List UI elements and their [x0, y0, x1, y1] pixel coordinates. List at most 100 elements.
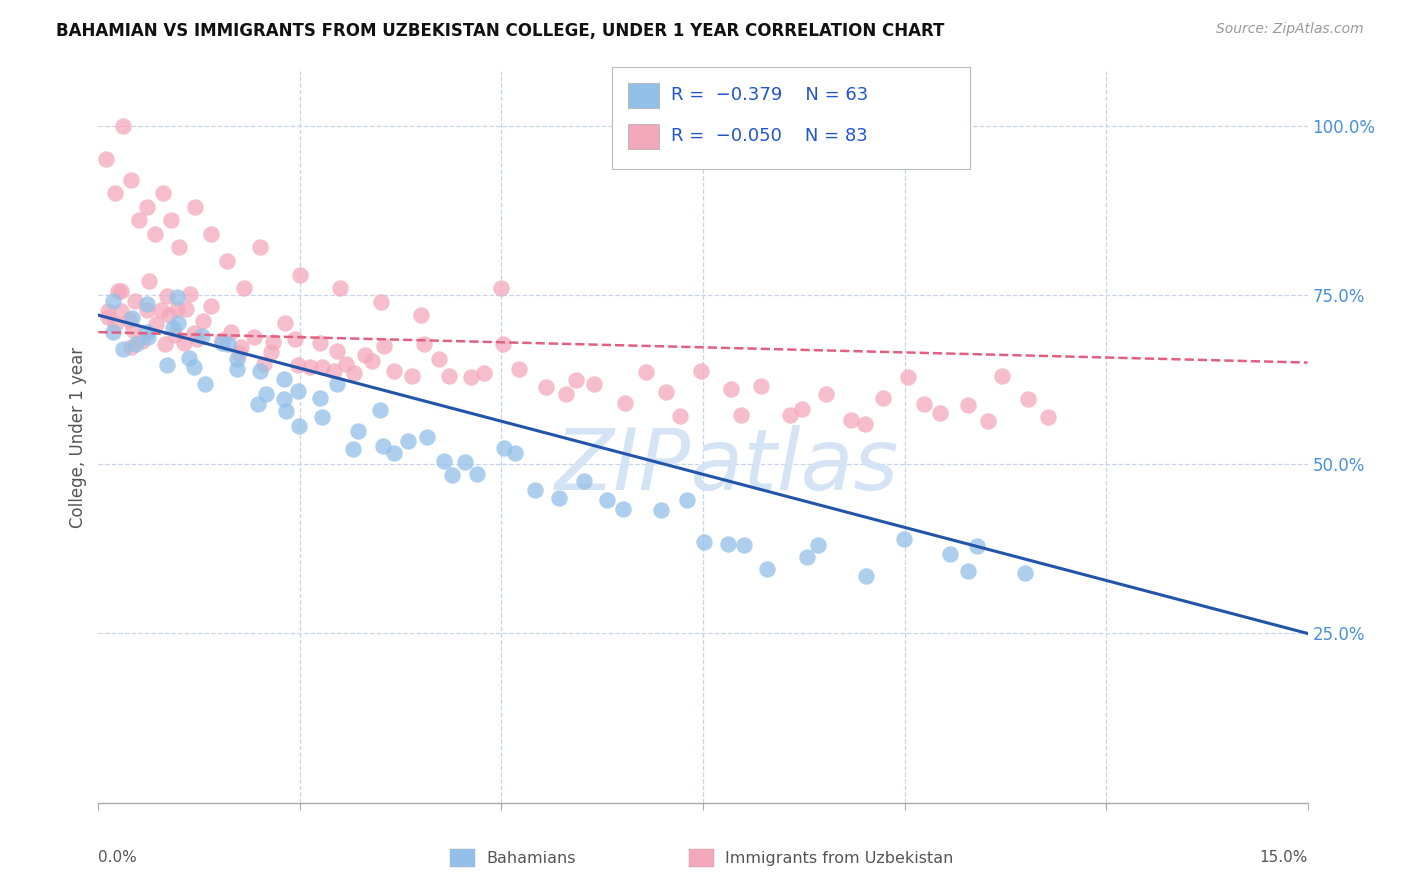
Point — [153, 337, 176, 351]
Point — [956, 398, 979, 412]
Point — [503, 445, 526, 459]
Point — [174, 302, 197, 317]
Point — [346, 424, 368, 438]
Point — [370, 294, 392, 309]
Point — [582, 377, 605, 392]
Point — [572, 475, 595, 489]
Point — [110, 284, 132, 298]
Point — [97, 304, 120, 318]
Point — [149, 303, 172, 318]
Point — [491, 281, 513, 295]
Point — [186, 332, 208, 346]
Point — [184, 200, 207, 214]
Point — [143, 227, 166, 241]
Point — [167, 316, 190, 330]
Text: Immigrants from Uzbekistan: Immigrants from Uzbekistan — [725, 851, 953, 865]
Point — [97, 310, 120, 324]
Point — [433, 454, 456, 468]
Point — [219, 325, 242, 339]
Point — [229, 339, 252, 353]
Point — [650, 502, 672, 516]
Point — [136, 303, 159, 318]
Point — [440, 467, 463, 482]
Point — [733, 538, 755, 552]
Point — [287, 359, 309, 373]
Point — [308, 336, 330, 351]
Point — [193, 314, 215, 328]
Text: R =  −0.379    N = 63: R = −0.379 N = 63 — [671, 87, 868, 104]
Point — [156, 358, 179, 372]
Point — [166, 290, 188, 304]
Point — [120, 340, 142, 354]
Point — [335, 357, 357, 371]
Point — [839, 413, 862, 427]
Point — [284, 332, 307, 346]
Point — [675, 493, 697, 508]
Point — [368, 402, 391, 417]
Point — [749, 379, 772, 393]
Point — [162, 321, 184, 335]
Point — [111, 119, 134, 133]
Point — [135, 297, 157, 311]
Point — [354, 348, 377, 362]
Point — [118, 313, 141, 327]
Point — [409, 308, 432, 322]
Point — [693, 535, 716, 549]
Point — [427, 352, 450, 367]
Point — [145, 317, 167, 331]
Point — [382, 364, 405, 378]
Point — [1038, 410, 1060, 425]
Point — [872, 391, 894, 405]
Text: Bahamians: Bahamians — [486, 851, 576, 865]
Point — [555, 387, 578, 401]
Point — [326, 376, 349, 391]
Point — [200, 227, 222, 241]
Point — [311, 409, 333, 424]
Point — [465, 467, 488, 481]
Point — [437, 369, 460, 384]
Point — [311, 360, 333, 375]
Point — [689, 364, 711, 378]
Point — [211, 336, 233, 351]
Point — [232, 281, 254, 295]
Point — [323, 364, 346, 378]
Point — [252, 358, 274, 372]
Point — [217, 254, 239, 268]
Text: Source: ZipAtlas.com: Source: ZipAtlas.com — [1216, 22, 1364, 37]
Point — [855, 568, 877, 582]
Point — [534, 380, 557, 394]
Point — [413, 337, 436, 351]
Text: BAHAMIAN VS IMMIGRANTS FROM UZBEKISTAN COLLEGE, UNDER 1 YEAR CORRELATION CHART: BAHAMIAN VS IMMIGRANTS FROM UZBEKISTAN C… — [56, 22, 945, 40]
Point — [217, 336, 239, 351]
Point — [396, 434, 419, 448]
Point — [101, 325, 124, 339]
Point — [103, 294, 125, 309]
Point — [342, 442, 364, 457]
Point — [343, 366, 366, 380]
Point — [492, 337, 515, 351]
Point — [194, 377, 217, 392]
Point — [183, 359, 205, 374]
Text: 0.0%: 0.0% — [98, 850, 138, 865]
Point — [226, 352, 249, 367]
Point — [157, 308, 180, 322]
Point — [309, 391, 332, 405]
Point — [274, 404, 297, 418]
Point — [288, 418, 311, 433]
Point — [1014, 566, 1036, 580]
Point — [853, 417, 876, 432]
Point — [382, 446, 405, 460]
Point — [730, 408, 752, 422]
Point — [779, 408, 801, 422]
Point — [138, 274, 160, 288]
Point — [373, 339, 395, 353]
Point — [453, 455, 475, 469]
Text: 15.0%: 15.0% — [1260, 850, 1308, 865]
Point — [460, 370, 482, 384]
Point — [326, 343, 349, 358]
Point — [111, 343, 134, 357]
Point — [976, 414, 998, 428]
Point — [897, 369, 920, 384]
Point — [273, 392, 295, 407]
Point — [179, 351, 201, 365]
